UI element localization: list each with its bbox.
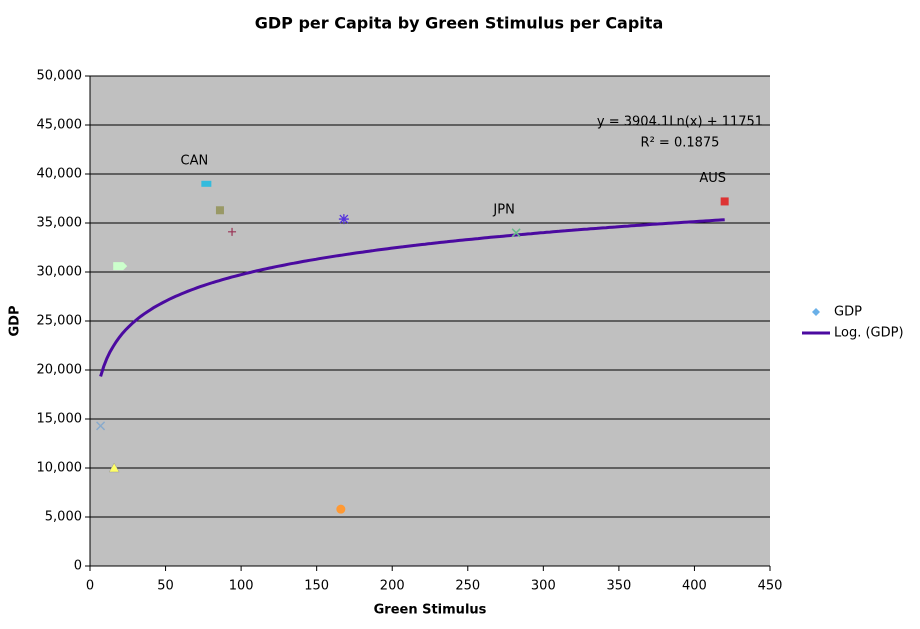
y-tick-label: 15,000: [37, 412, 83, 427]
y-tick-label: 25,000: [37, 314, 83, 329]
x-tick-label: 400: [682, 579, 707, 594]
legend-label: GDP: [834, 305, 862, 320]
point-label: AUS: [699, 171, 726, 186]
y-tick-label: 35,000: [37, 216, 83, 231]
chart-title: GDP per Capita by Green Stimulus per Cap…: [255, 14, 663, 33]
y-axis-title: GDP: [8, 306, 23, 337]
legend-marker: [812, 308, 820, 316]
point: [338, 214, 349, 225]
x-tick-label: 200: [380, 579, 405, 594]
x-tick-label: 350: [606, 579, 631, 594]
x-tick-label: 150: [304, 579, 329, 594]
y-tick-label: 50,000: [37, 69, 83, 84]
point: [511, 228, 521, 238]
point: [108, 462, 120, 473]
point: [720, 197, 729, 206]
point: [113, 262, 128, 271]
point: [96, 421, 106, 431]
point: [228, 227, 237, 236]
legend-label: Log. (GDP): [834, 326, 904, 341]
x-tick-label: 100: [229, 579, 254, 594]
point: [201, 180, 212, 187]
trendline: [99, 218, 725, 377]
x-tick-label: 250: [455, 579, 480, 594]
y-tick-label: 20,000: [37, 363, 83, 378]
trend-equation: y = 3904.1Ln(x) + 11751: [597, 115, 763, 130]
point-label: JPN: [492, 202, 514, 217]
y-tick-label: 0: [74, 559, 82, 574]
x-tick-label: 300: [531, 579, 556, 594]
point: [336, 504, 346, 514]
y-tick-label: 10,000: [37, 461, 83, 476]
y-tick-label: 30,000: [37, 265, 83, 280]
point: [215, 206, 224, 215]
x-tick-label: 0: [86, 579, 94, 594]
y-tick-label: 40,000: [37, 167, 83, 182]
y-tick-label: 45,000: [37, 118, 83, 133]
y-tick-label: 5,000: [45, 510, 82, 525]
point-label: CAN: [181, 153, 209, 168]
x-tick-label: 50: [157, 579, 174, 594]
x-axis-title: Green Stimulus: [374, 603, 487, 618]
x-tick-label: 450: [758, 579, 783, 594]
trend-r2: R² = 0.1875: [641, 136, 720, 151]
